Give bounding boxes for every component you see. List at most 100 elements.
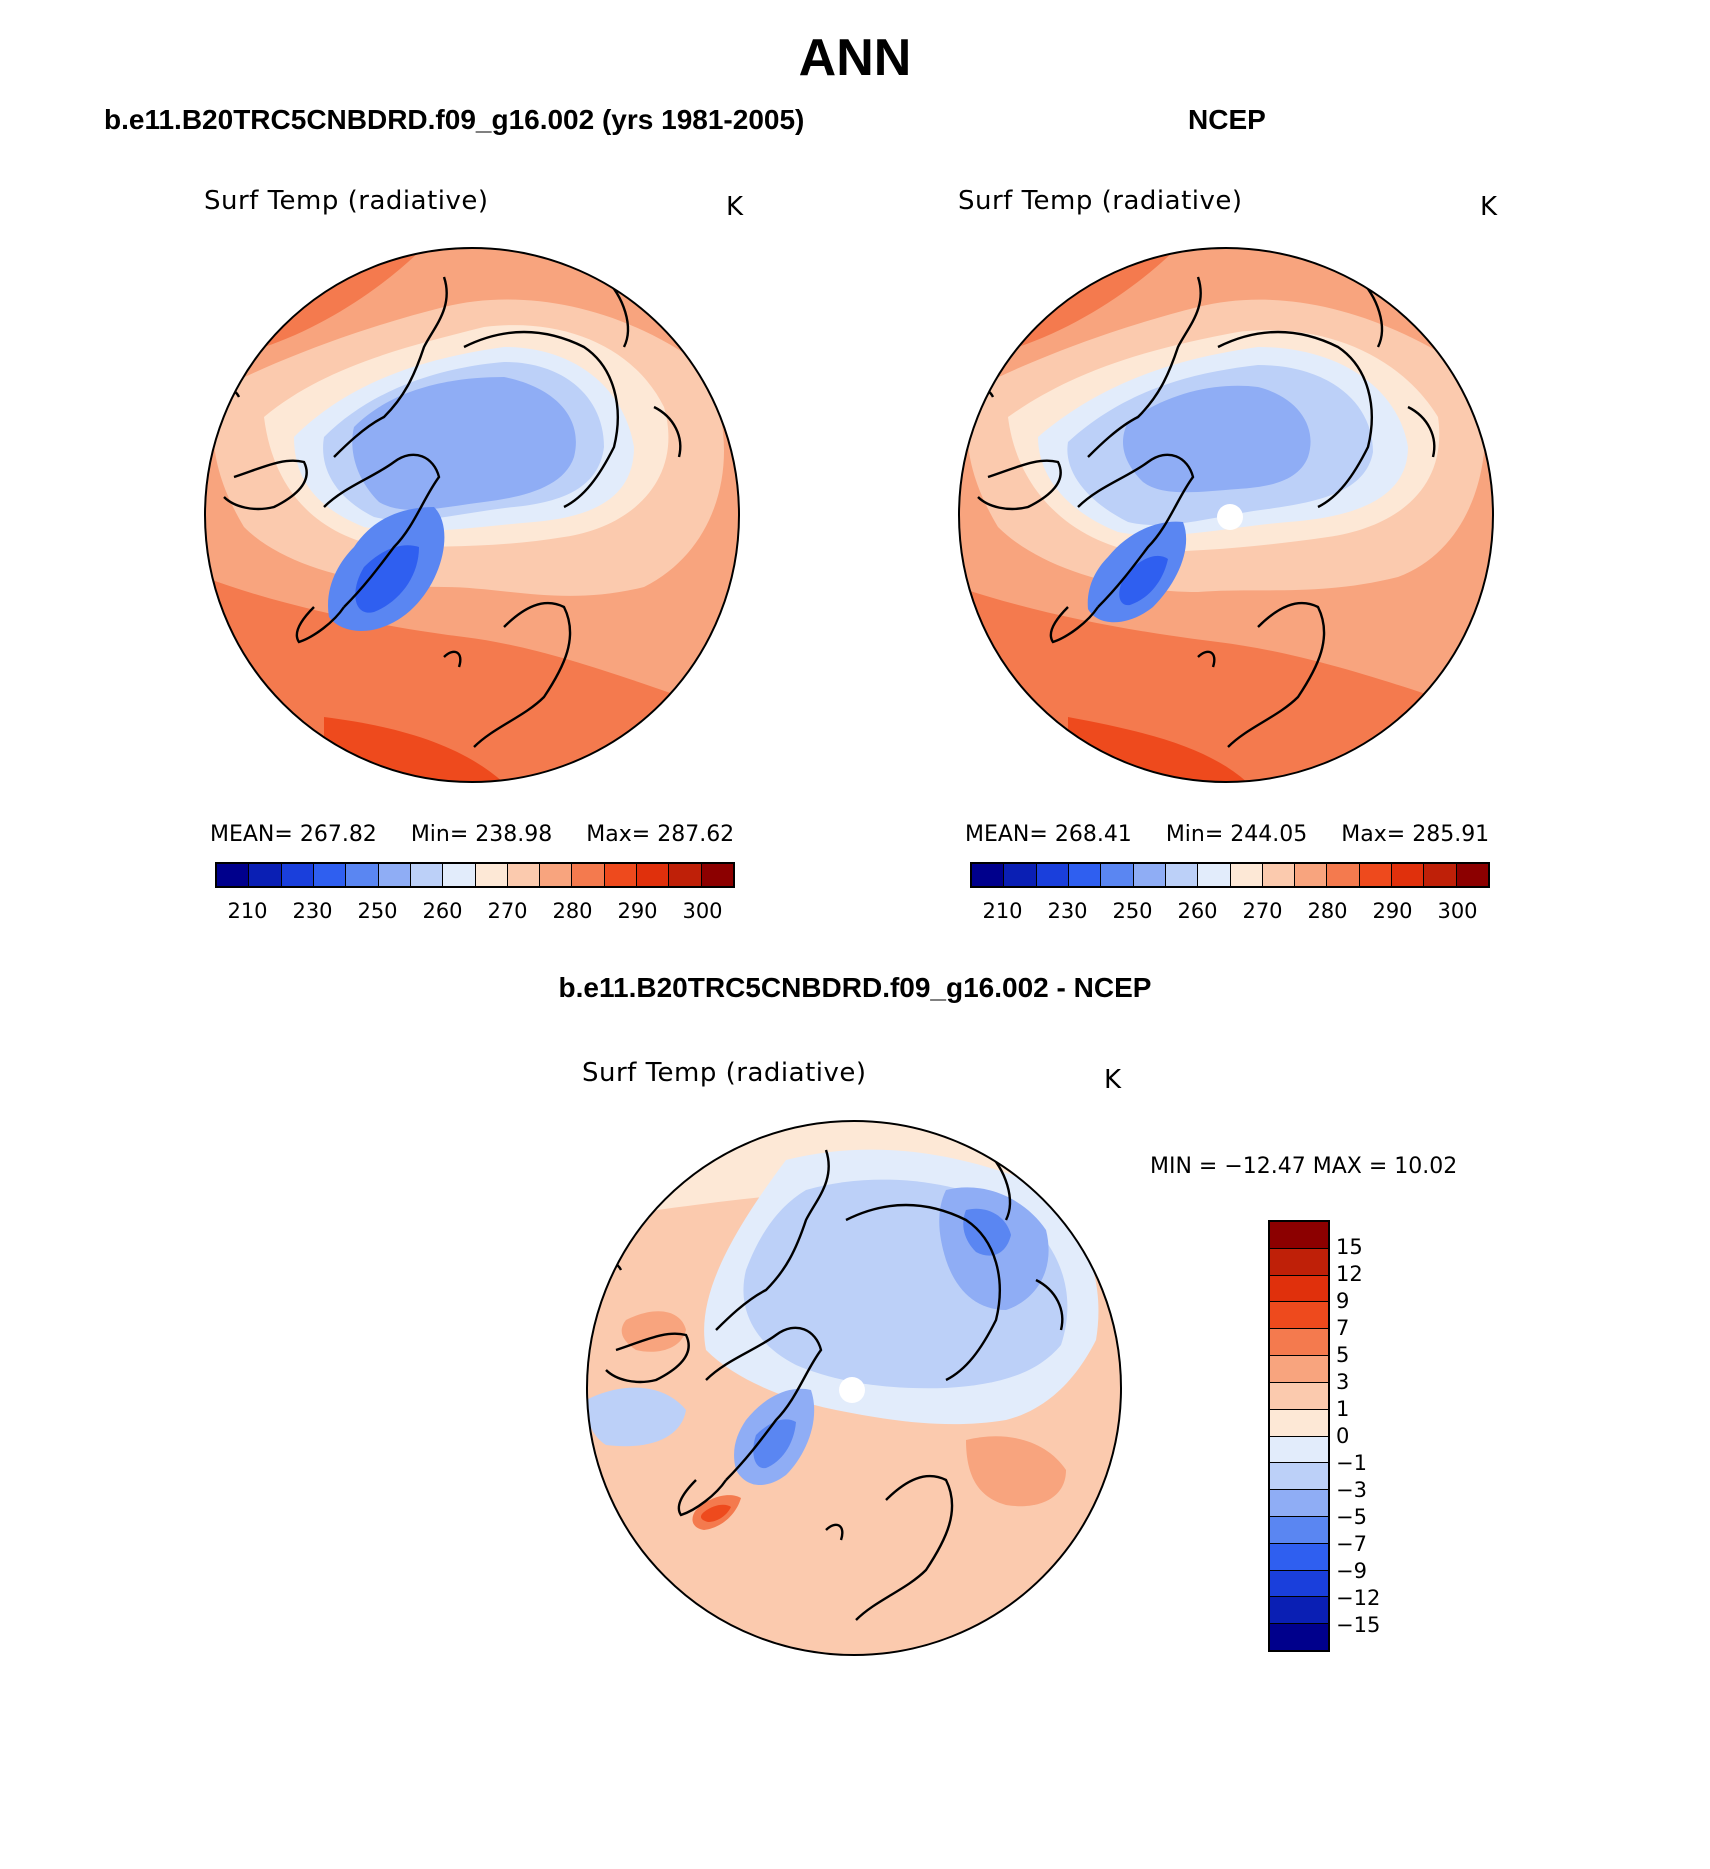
obs-max-label: Max= bbox=[1341, 822, 1406, 847]
model-max-value: 287.62 bbox=[657, 822, 735, 847]
obs-colorbar-box bbox=[1101, 864, 1134, 886]
obs-mean-label: MEAN= bbox=[965, 822, 1048, 847]
diff-colorbar-tick-label: −1 bbox=[1336, 1451, 1367, 1475]
obs-colorbar-box bbox=[1456, 864, 1488, 886]
model-mean-label: MEAN= bbox=[210, 822, 293, 847]
model-colorbar-box bbox=[217, 864, 250, 886]
diff-colorbar-box bbox=[1270, 1490, 1328, 1517]
diff-colorbar-box bbox=[1270, 1543, 1328, 1571]
obs-min-value: 244.05 bbox=[1230, 822, 1308, 847]
model-colorbar-tick-label: 290 bbox=[617, 899, 658, 923]
model-min-label: Min= bbox=[410, 822, 469, 847]
obs-units-label: K bbox=[1480, 192, 1498, 222]
diff-colorbar-tick-label: 7 bbox=[1336, 1316, 1350, 1340]
diff-colorbar bbox=[1268, 1220, 1330, 1652]
obs-colorbar bbox=[970, 862, 1490, 888]
obs-colorbar-box bbox=[1004, 864, 1037, 886]
model-colorbar-box bbox=[701, 864, 733, 886]
model-colorbar-box bbox=[249, 864, 282, 886]
model-units-label: K bbox=[726, 192, 744, 222]
model-colorbar-tick-label: 250 bbox=[357, 899, 398, 923]
diff-colorbar-box bbox=[1270, 1436, 1328, 1464]
model-case-title: b.e11.B20TRC5CNBDRD.f09_g16.002 (yrs 198… bbox=[104, 104, 805, 135]
diff-colorbar-tick-label: 0 bbox=[1336, 1424, 1350, 1448]
obs-colorbar-box bbox=[1392, 864, 1425, 886]
model-colorbar-box bbox=[507, 864, 541, 886]
diff-colorbar-tick-label: −15 bbox=[1336, 1613, 1381, 1637]
diff-colorbar-tick-label: 9 bbox=[1336, 1289, 1350, 1313]
model-colorbar-box bbox=[378, 864, 411, 886]
model-polar-map bbox=[204, 247, 740, 783]
obs-min-label: Min= bbox=[1165, 822, 1224, 847]
diff-colorbar-box bbox=[1270, 1597, 1328, 1625]
diff-variable-label: Surf Temp (radiative) bbox=[582, 1058, 867, 1088]
diff-case-title: b.e11.B20TRC5CNBDRD.f09_g16.002 - NCEP bbox=[558, 972, 1152, 1003]
obs-colorbar-box bbox=[1133, 864, 1166, 886]
obs-colorbar-tick-label: 290 bbox=[1372, 899, 1413, 923]
diff-colorbar-ticks: 15 12 9 7 5 3 1 0 −1 −3 −5 −7 −9 −12 −15 bbox=[1336, 1220, 1416, 1652]
model-min-value: 238.98 bbox=[475, 822, 553, 847]
model-colorbar-box bbox=[669, 864, 702, 886]
model-colorbar-box bbox=[443, 864, 476, 886]
obs-colorbar-box bbox=[1198, 864, 1231, 886]
obs-colorbar-tick-label: 260 bbox=[1177, 899, 1218, 923]
diff-colorbar-tick-label: 12 bbox=[1336, 1262, 1363, 1286]
model-colorbar-tick-label: 270 bbox=[487, 899, 528, 923]
model-colorbar-tick-label: 210 bbox=[227, 899, 268, 923]
obs-colorbar-box bbox=[1068, 864, 1102, 886]
obs-colorbar-tick-label: 280 bbox=[1307, 899, 1348, 923]
model-colorbar-box bbox=[313, 864, 347, 886]
obs-colorbar-ticks: 210 230 250 260 270 280 290 300 bbox=[970, 899, 1490, 929]
diff-colorbar-box bbox=[1270, 1329, 1328, 1357]
obs-colorbar-tick-label: 300 bbox=[1437, 899, 1478, 923]
model-colorbar-box bbox=[346, 864, 379, 886]
obs-colorbar-box bbox=[1327, 864, 1360, 886]
model-colorbar-tick-label: 280 bbox=[552, 899, 593, 923]
diff-colorbar-box bbox=[1270, 1302, 1328, 1330]
model-colorbar-tick-label: 300 bbox=[682, 899, 723, 923]
model-colorbar-box bbox=[281, 864, 314, 886]
obs-max-value: 285.91 bbox=[1412, 822, 1490, 847]
diff-colorbar-box bbox=[1270, 1409, 1328, 1437]
figure-title: ANN bbox=[798, 29, 912, 87]
diff-colorbar-box bbox=[1270, 1222, 1328, 1249]
obs-case-title: NCEP bbox=[1188, 104, 1266, 135]
obs-colorbar-box bbox=[1165, 864, 1199, 886]
model-colorbar-box bbox=[410, 864, 444, 886]
obs-colorbar-box bbox=[1295, 864, 1328, 886]
diff-polar-map bbox=[586, 1120, 1122, 1656]
diff-colorbar-box bbox=[1270, 1248, 1328, 1276]
diff-colorbar-tick-label: −7 bbox=[1336, 1532, 1367, 1556]
obs-mean-value: 268.41 bbox=[1054, 822, 1132, 847]
model-colorbar-box bbox=[637, 864, 670, 886]
obs-colorbar-box bbox=[1230, 864, 1263, 886]
diff-colorbar-box bbox=[1270, 1356, 1328, 1383]
diff-colorbar-box bbox=[1270, 1275, 1328, 1303]
model-colorbar-box bbox=[604, 864, 638, 886]
diff-colorbar-tick-label: −3 bbox=[1336, 1478, 1367, 1502]
model-mean-value: 267.82 bbox=[299, 822, 377, 847]
model-variable-label: Surf Temp (radiative) bbox=[204, 186, 489, 216]
obs-colorbar-tick-label: 230 bbox=[1047, 899, 1088, 923]
diff-colorbar-tick-label: 1 bbox=[1336, 1397, 1350, 1421]
obs-colorbar-box bbox=[1424, 864, 1457, 886]
diff-units-label: K bbox=[1104, 1065, 1122, 1095]
obs-colorbar-box bbox=[972, 864, 1005, 886]
diff-colorbar-tick-label: −9 bbox=[1336, 1559, 1367, 1583]
obs-colorbar-box bbox=[1036, 864, 1069, 886]
diff-colorbar-tick-label: 15 bbox=[1336, 1235, 1363, 1259]
diff-colorbar-box bbox=[1270, 1516, 1328, 1544]
diff-colorbar-box bbox=[1270, 1624, 1328, 1650]
obs-polar-map bbox=[958, 247, 1494, 783]
model-colorbar-tick-label: 230 bbox=[292, 899, 333, 923]
diff-colorbar-tick-label: 3 bbox=[1336, 1370, 1350, 1394]
obs-colorbar-tick-label: 210 bbox=[982, 899, 1023, 923]
obs-colorbar-tick-label: 250 bbox=[1112, 899, 1153, 923]
diff-minmax-label: MIN = −12.47 MAX = 10.02 bbox=[1150, 1154, 1458, 1179]
diff-colorbar-box bbox=[1270, 1463, 1328, 1491]
diff-colorbar-tick-label: −12 bbox=[1336, 1586, 1381, 1610]
obs-colorbar-box bbox=[1359, 864, 1393, 886]
model-colorbar-box bbox=[540, 864, 573, 886]
obs-colorbar-tick-label: 270 bbox=[1242, 899, 1283, 923]
obs-variable-label: Surf Temp (radiative) bbox=[958, 186, 1243, 216]
